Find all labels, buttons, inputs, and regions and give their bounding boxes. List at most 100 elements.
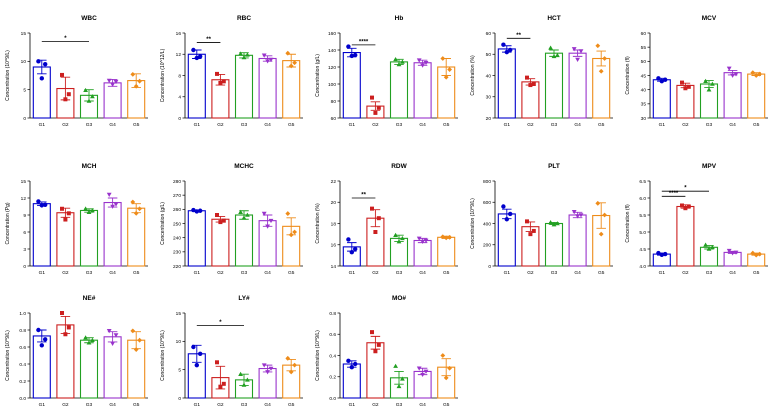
data-point-G5 — [133, 83, 139, 89]
data-point-G1 — [42, 61, 48, 67]
chart-svg: MPV Concentration (fl) 4.0 4.5 5.0 5.5 6.0 6.5 G… — [625, 163, 768, 276]
data-point-G2 — [63, 217, 68, 222]
data-point-G5 — [595, 200, 601, 206]
data-point-G4 — [733, 72, 739, 77]
chart-title: LY# — [238, 295, 250, 302]
y-axis-label: Concentration (fl) — [625, 56, 631, 95]
chart-panel-8: PLT Concentration (10^9/L) 0 200 400 600 800 G1… — [465, 148, 620, 280]
x-tick-label: G4 — [264, 122, 271, 128]
data-point-G1 — [39, 343, 44, 348]
chart-panel-9: MPV Concentration (fl) 4.0 4.5 5.0 5.5 6.0 6.5 G… — [620, 148, 775, 280]
y-tick-label: 12 — [21, 196, 27, 202]
y-tick-label: 600 — [483, 200, 491, 206]
data-point-G4 — [416, 236, 422, 241]
bar-G4 — [413, 239, 432, 267]
x-tick-label: G4 — [419, 122, 426, 128]
data-point-G5 — [447, 67, 452, 72]
y-tick-label: 3 — [23, 247, 26, 253]
data-point-G2 — [531, 82, 536, 86]
x-tick-label: G2 — [682, 270, 689, 276]
data-point-G1 — [191, 207, 196, 213]
chart-panel-1: RBC Concentration (10^12/L) 0 4 8 12 16 G1 G2 G3 G… — [155, 0, 310, 132]
y-tick-label: 4 — [178, 95, 181, 101]
data-point-G4 — [575, 57, 580, 62]
data-point-G1 — [36, 327, 41, 333]
data-point-G5 — [757, 251, 762, 257]
error-bar-G2 — [370, 335, 381, 350]
y-tick-label: 18 — [331, 221, 337, 227]
y-tick-label: 4.0 — [639, 264, 646, 270]
data-point-G1 — [352, 52, 358, 58]
data-point-G3 — [86, 209, 92, 214]
data-point-G3 — [83, 206, 89, 211]
data-point-G2 — [63, 97, 68, 102]
data-point-G5 — [133, 347, 139, 352]
chart-svg: Hb Concentration (g/L) 60 80 100 120 140 160 G1 G… — [315, 15, 458, 128]
bar-G4 — [103, 201, 122, 267]
data-point-G4 — [106, 329, 112, 334]
y-tick-label: 4.5 — [639, 247, 646, 253]
data-point-G5 — [753, 73, 759, 78]
chart-panel-2: Hb Concentration (g/L) 60 80 100 120 140 160 G1 G… — [310, 0, 465, 132]
y-tick-label: 6.0 — [639, 196, 646, 202]
data-point-G1 — [656, 250, 661, 256]
data-point-G1 — [36, 59, 41, 64]
significance-label: * — [64, 36, 67, 42]
data-point-G1 — [194, 55, 199, 61]
x-tick-label: G2 — [217, 122, 224, 128]
bar-G3 — [79, 339, 99, 399]
bar-G2 — [676, 205, 695, 267]
bar-G1 — [32, 66, 51, 119]
y-tick-label: 55 — [641, 45, 647, 51]
data-point-G3 — [703, 242, 709, 247]
data-point-G4 — [420, 372, 425, 378]
y-tick-label: 0 — [488, 264, 491, 270]
x-tick-label: G4 — [109, 270, 116, 276]
x-tick-label: G1 — [194, 122, 201, 128]
data-point-G3 — [244, 52, 250, 57]
x-tick-label: G4 — [419, 270, 426, 276]
data-point-G5 — [292, 362, 297, 368]
data-point-G2 — [373, 110, 378, 115]
chart-title: RBC — [237, 15, 251, 22]
data-point-G5 — [443, 235, 449, 241]
x-tick-label: G1 — [659, 122, 666, 128]
chart-svg: LY# Concentration (10^9/L) 0 5 10 15 G1 G2 G3 G4 G… — [160, 295, 303, 408]
data-point-G2 — [60, 206, 65, 211]
chart-title: MCH — [82, 163, 97, 170]
y-axis-label: Concentration (10^9/L) — [160, 330, 166, 381]
y-tick-label: 0 — [23, 264, 26, 270]
data-point-G1 — [197, 208, 203, 213]
data-point-G1 — [349, 364, 354, 370]
y-tick-label: 50 — [486, 52, 492, 58]
data-point-G3 — [706, 87, 712, 92]
y-tick-label: 6.5 — [639, 179, 646, 185]
data-point-G4 — [265, 370, 270, 375]
y-axis-label: Concentration (10^9/L) — [5, 330, 11, 381]
y-tick-label: 120 — [328, 65, 336, 71]
data-point-G2 — [221, 381, 226, 386]
chart-panel-6: MCHC Concentration (g/L) 220 230 240 250 260 27… — [155, 148, 310, 280]
data-point-G4 — [730, 73, 735, 78]
data-point-G2 — [66, 325, 71, 330]
x-tick-label: G3 — [551, 122, 558, 128]
data-point-G5 — [137, 78, 142, 84]
significance-label: **** — [359, 39, 369, 45]
data-point-G1 — [42, 202, 48, 207]
x-tick-label: G2 — [527, 122, 534, 128]
data-point-G4 — [423, 369, 429, 374]
x-tick-label: G1 — [349, 402, 356, 408]
data-point-G4 — [423, 238, 429, 243]
y-axis-label: Concentration (10^9/L) — [315, 330, 321, 381]
x-tick-label: G4 — [109, 402, 116, 408]
y-tick-label: 250 — [173, 221, 181, 227]
y-tick-label: 0.2 — [329, 375, 336, 381]
x-tick-label: G2 — [62, 402, 69, 408]
y-tick-label: 20 — [486, 116, 492, 122]
data-point-G2 — [215, 213, 220, 217]
data-point-G3 — [554, 52, 560, 58]
x-tick-label: G1 — [504, 270, 511, 276]
bar-G1 — [497, 48, 516, 119]
data-point-G2 — [218, 220, 223, 225]
y-tick-label: 0.8 — [329, 311, 336, 317]
